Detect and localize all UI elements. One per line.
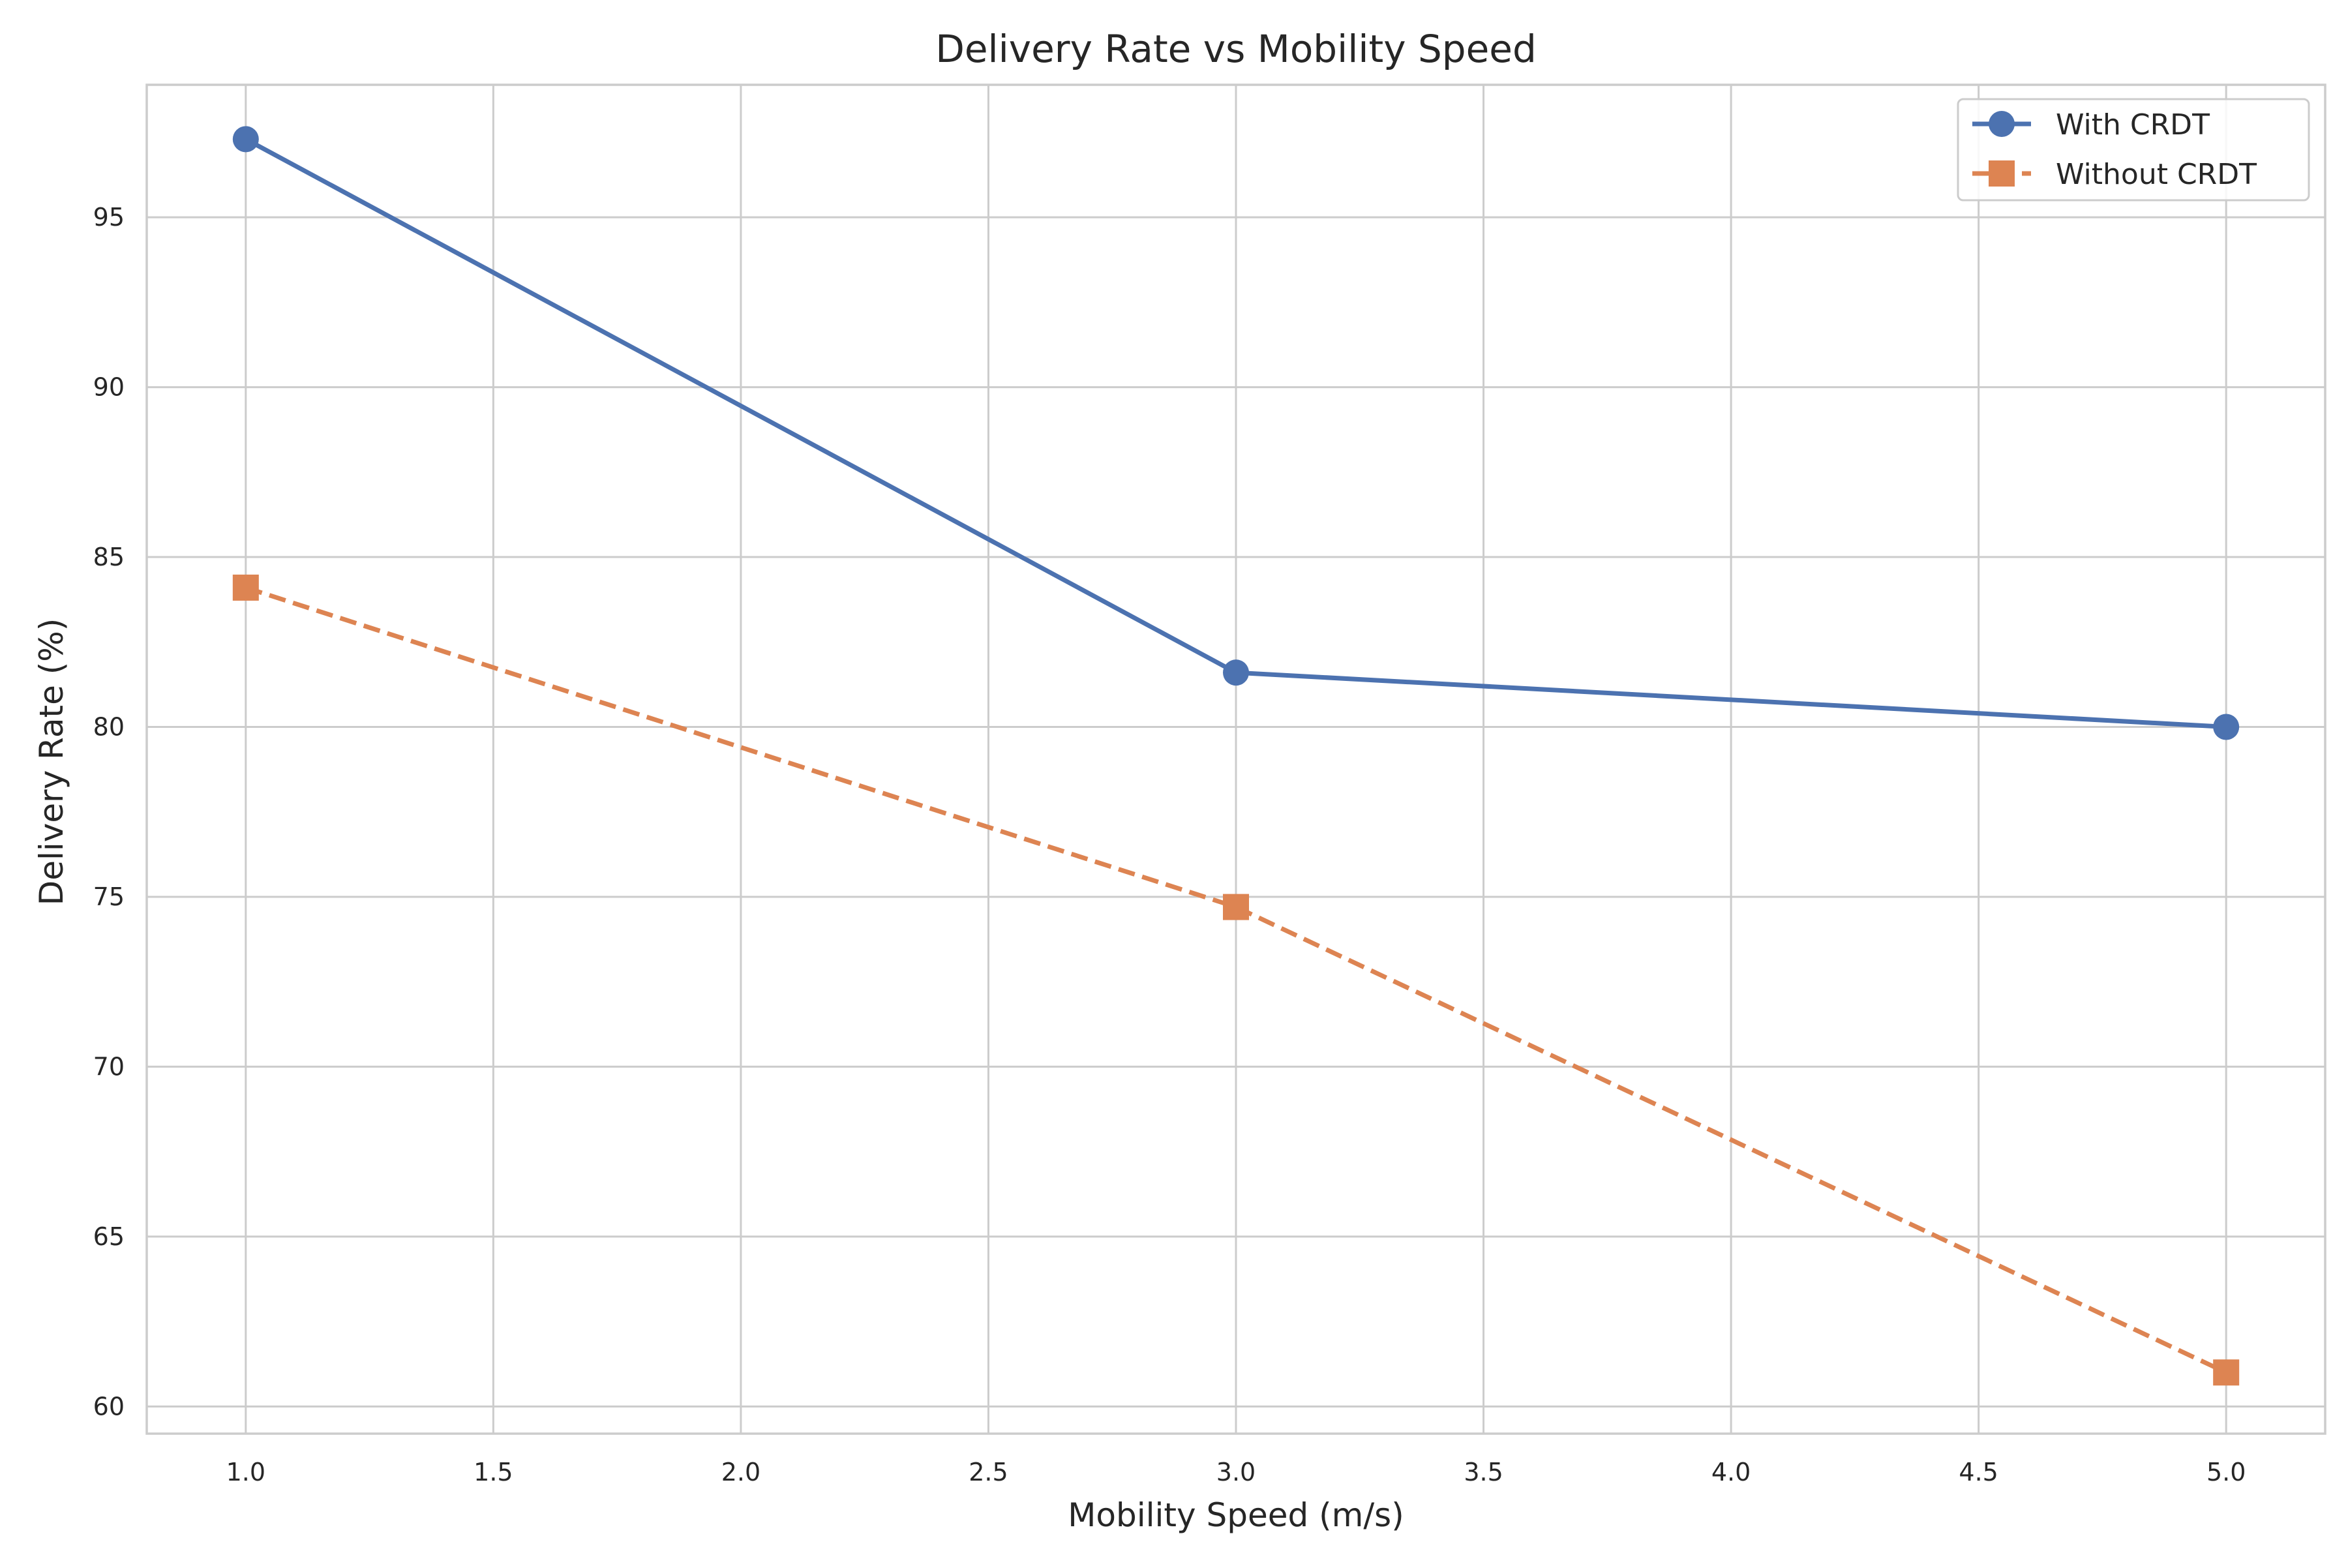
data-point xyxy=(232,574,259,601)
axes-frame xyxy=(145,83,2326,1435)
legend-label: With CRDT xyxy=(2056,108,2210,142)
x-tick-label: 1.0 xyxy=(226,1458,265,1486)
legend-box xyxy=(1957,98,2310,202)
grid-layer xyxy=(147,85,2325,1434)
series-line-without-crdt xyxy=(245,585,2227,1375)
data-point xyxy=(2213,714,2240,740)
y-tick-label: 65 xyxy=(93,1222,125,1251)
legend-label: Without CRDT xyxy=(2056,158,2257,191)
series-layer xyxy=(232,126,2240,1386)
y-tick-label: 80 xyxy=(93,713,125,742)
y-tick-label: 75 xyxy=(93,882,125,911)
y-tick-label: 85 xyxy=(93,543,125,571)
x-tick-label: 4.5 xyxy=(1959,1458,1998,1486)
data-point xyxy=(232,126,259,153)
legend-item-with-crdt: With CRDT xyxy=(1972,108,2210,142)
series-without-crdt xyxy=(232,574,2240,1386)
y-tick-label: 60 xyxy=(93,1392,125,1421)
x-tick-label: 4.0 xyxy=(1711,1458,1751,1486)
series-with-crdt xyxy=(232,126,2240,740)
y-axis-label: Delivery Rate (%) xyxy=(33,618,70,906)
legend-item-without-crdt: Without CRDT xyxy=(1972,158,2257,191)
data-point xyxy=(1223,659,1249,686)
plot-frame xyxy=(145,83,2326,1435)
x-tick-label: 2.5 xyxy=(969,1458,1008,1486)
x-axis-label: Mobility Speed (m/s) xyxy=(1068,1496,1404,1534)
x-tick-label: 1.5 xyxy=(474,1458,513,1486)
x-tick-label: 2.0 xyxy=(721,1458,760,1486)
x-tick-label: 5.0 xyxy=(2206,1458,2246,1486)
legend-marker xyxy=(1989,160,2015,187)
tick-labels: 1.0 1.5 2.0 2.5 3.0 3.5 4.0 4.5 5.0 60 65 70 75 80 85 9… xyxy=(93,203,2246,1486)
x-tick-label: 3.0 xyxy=(1216,1458,1256,1486)
y-tick-label: 90 xyxy=(93,373,125,402)
x-tick-label: 3.5 xyxy=(1464,1458,1503,1486)
data-point xyxy=(2213,1359,2240,1386)
y-tick-label: 70 xyxy=(93,1052,125,1081)
chart-title: Delivery Rate vs Mobility Speed xyxy=(935,27,1537,71)
data-point xyxy=(1223,894,1249,920)
legend: With CRDT Without CRDT xyxy=(1957,98,2310,202)
y-tick-label: 95 xyxy=(93,203,125,232)
legend-marker xyxy=(1989,111,2015,137)
